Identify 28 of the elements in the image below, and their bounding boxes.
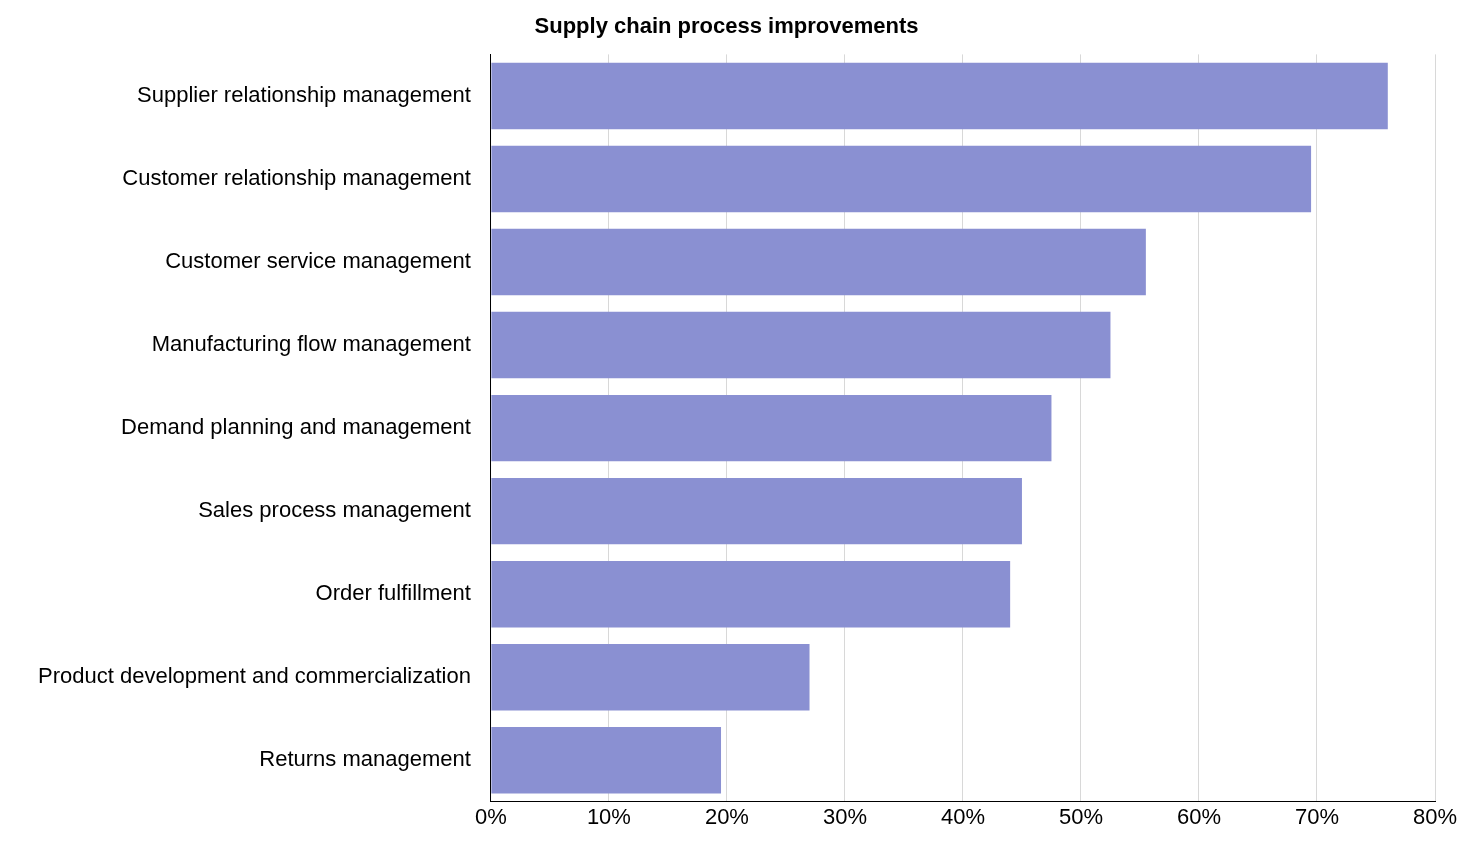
x-tick-label: 70%	[1294, 804, 1340, 830]
x-tick-label: 0%	[474, 804, 507, 830]
x-tick-label: 10%	[586, 804, 631, 830]
x-tick-label: 40%	[940, 804, 985, 830]
y-tick-label: Product development and commercialization	[38, 663, 471, 689]
y-tick-label: Customer service management	[165, 248, 471, 274]
y-tick-label: Manufacturing flow management	[151, 331, 471, 357]
y-tick-label: Sales process management	[198, 497, 471, 523]
x-tick-label: 80%	[1412, 804, 1458, 830]
bar	[491, 394, 1052, 462]
x-tick-label: 50%	[1058, 804, 1103, 830]
bar	[491, 727, 722, 794]
bar	[491, 560, 1011, 628]
y-tick-label: Demand planning and management	[121, 414, 471, 440]
x-tick-label: 30%	[822, 804, 867, 830]
bar	[491, 145, 1312, 213]
y-tick-label: Order fulfillment	[315, 580, 471, 606]
bar	[491, 644, 810, 711]
x-tick-label: 60%	[1176, 804, 1221, 830]
bar	[491, 477, 1022, 545]
x-tick-label: 20%	[704, 804, 749, 830]
y-tick-label: Customer relationship management	[122, 165, 471, 191]
y-tick-label: Supplier relationship management	[137, 81, 471, 107]
chart-title: Supply chain process improvements	[534, 13, 919, 39]
bar	[491, 311, 1111, 379]
y-tick-label: Returns management	[259, 746, 471, 772]
bar	[491, 228, 1146, 296]
bar	[491, 62, 1388, 130]
